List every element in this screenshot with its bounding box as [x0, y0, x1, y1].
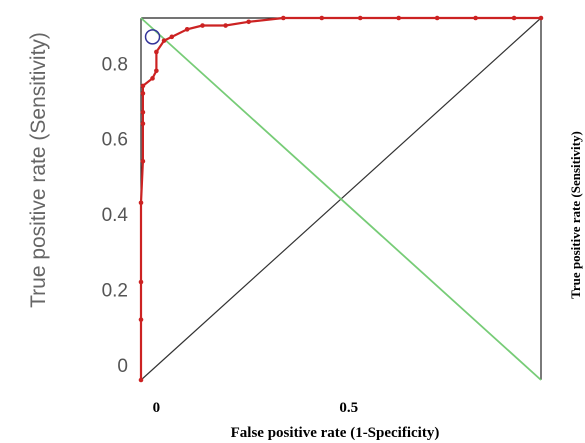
roc-point [138, 279, 144, 285]
roc-point [473, 15, 478, 21]
roc-curve-line [139, 16, 541, 380]
roc-point [357, 15, 363, 21]
roc-point [511, 15, 517, 21]
roc-point [319, 15, 325, 21]
roc-point [538, 15, 544, 21]
roc-point [138, 200, 144, 206]
y-tick-label: 0.2 [102, 281, 128, 302]
optimal-point-circle [144, 29, 161, 45]
y-tick-label: 0.6 [102, 130, 128, 151]
roc-point [154, 68, 159, 74]
x-axis-label: False positive rate (1-Specificity) [231, 425, 440, 441]
y-tick-label: 0.8 [102, 54, 128, 75]
x-tick-labels: 0 0.5 [153, 400, 358, 416]
right-y-axis-label: True positive rate (Sensitivity) [568, 131, 583, 299]
roc-point [140, 83, 146, 89]
roc-point [140, 158, 146, 164]
reference-lines [140, 17, 542, 381]
roc-point [434, 15, 440, 21]
x-tick-label: 0 [153, 400, 161, 416]
roc-point [161, 38, 167, 43]
roc-point [169, 34, 175, 40]
x-tick-label: 0.5 [339, 400, 358, 416]
roc-point [200, 23, 205, 28]
roc-point [223, 23, 228, 28]
y-tick-labels: 0 0.2 0.4 0.6 0.8 [102, 54, 129, 377]
y-tick-label: 0 [117, 356, 128, 377]
roc-point [281, 15, 286, 21]
roc-point [246, 19, 251, 25]
roc-point [140, 91, 146, 96]
optimal-point-marker [144, 29, 161, 45]
roc-point [138, 377, 144, 383]
roc-point [184, 27, 190, 32]
cutoff-line [140, 17, 542, 381]
roc-point [150, 76, 155, 81]
roc-point [140, 121, 146, 126]
roc-point [138, 317, 144, 322]
y-tick-label: 0.4 [102, 205, 129, 226]
y-axis-label: True positive rate (Sensitivity) [27, 32, 50, 308]
roc-curve [138, 15, 544, 383]
roc-point [140, 109, 146, 115]
roc-point [396, 15, 401, 21]
roc-point [154, 49, 159, 55]
